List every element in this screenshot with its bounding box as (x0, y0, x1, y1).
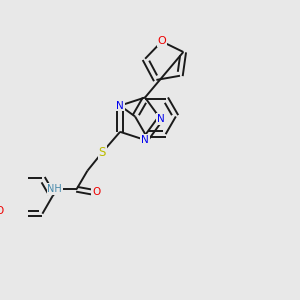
Text: O: O (0, 206, 3, 216)
Text: O: O (158, 37, 166, 46)
Text: S: S (99, 146, 106, 159)
Text: N: N (116, 100, 124, 111)
Text: N: N (141, 135, 149, 145)
Text: O: O (92, 187, 101, 197)
Text: N: N (157, 114, 164, 124)
Text: NH: NH (47, 184, 62, 194)
